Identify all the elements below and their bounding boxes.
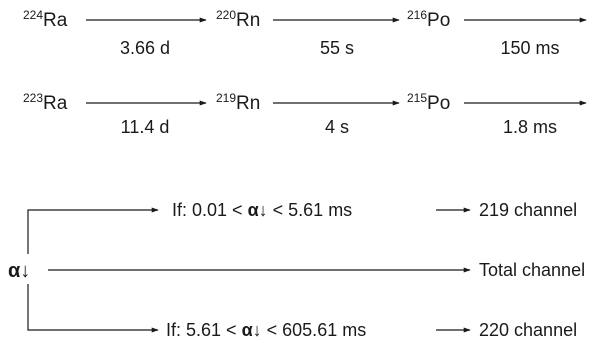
branch-arrow-219	[27, 207, 159, 254]
half-life-label: 4 s	[325, 117, 349, 137]
alpha-down-source: α↓	[8, 260, 30, 282]
channel-220-label: 220 channel	[479, 320, 577, 340]
channel-total-label: Total channel	[479, 260, 585, 280]
decay-chain-ra223: 223Ra 11.4 d 219Rn 4 s 215Po 1.8 ms	[23, 91, 587, 137]
nuclide-ra224: 224Ra	[23, 8, 68, 31]
branch-arrow-220	[27, 284, 159, 333]
half-life-label: 3.66 d	[120, 38, 170, 58]
channel-219-label: 219 channel	[479, 200, 577, 220]
condition-219: If: 0.01 < α↓ < 5.61 ms	[172, 200, 352, 220]
nuclide-po216: 216Po	[407, 8, 450, 31]
half-life-label: 55 s	[320, 38, 354, 58]
half-life-label: 11.4 d	[121, 117, 170, 137]
nuclide-rn219: 219Rn	[216, 91, 260, 114]
nuclide-rn220: 220Rn	[216, 8, 260, 31]
nuclide-ra223: 223Ra	[23, 91, 68, 114]
channel-selection: α↓ If: 0.01 < α↓ < 5.61 ms 219 channel T…	[8, 200, 585, 340]
nuclide-po215: 215Po	[407, 91, 450, 114]
half-life-label: 150 ms	[500, 38, 559, 58]
condition-220: If: 5.61 < α↓ < 605.61 ms	[166, 320, 366, 340]
decay-chain-ra224: 224Ra 3.66 d 220Rn 55 s 216Po 150 ms	[23, 8, 587, 58]
half-life-label: 1.8 ms	[503, 117, 557, 137]
